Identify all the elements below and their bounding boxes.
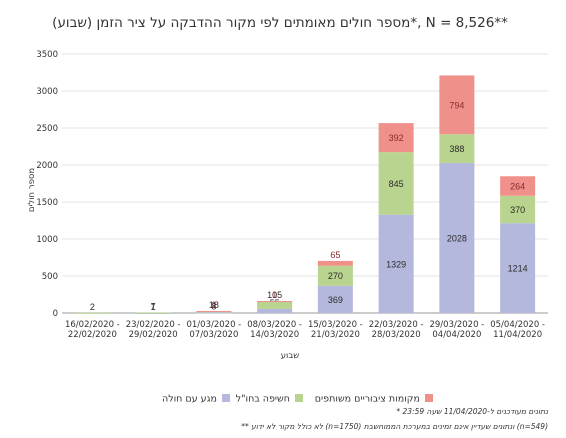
y-tick-label: 500 [42,272,58,282]
y-tick-label: 3500 [36,50,58,60]
legend-swatch [295,394,303,402]
legend-swatch [425,394,433,402]
gridlines [62,53,548,277]
x-tick-label: 04/04/2020 [432,330,481,340]
x-axis-label: שבוע [281,351,300,361]
x-tick-label: 23/02/2020 - [126,320,181,330]
data-label: 1329 [386,259,406,269]
bars: 2178181551051369270651329845392202838879… [74,75,536,314]
x-tick-label: 22/03/2020 - [369,320,424,330]
data-label: 8 [211,301,216,311]
bar-segment [257,308,293,313]
data-label: 2 [90,302,95,312]
y-axis-label: מספר חולים [27,168,37,212]
data-label: 1214 [508,264,528,274]
data-label: 388 [449,144,464,154]
data-label: 1 [151,302,156,312]
x-axis-ticks: 16/02/2020 -22/02/2020 23/02/2020 -29/02/… [65,320,545,340]
data-label: 7 [151,301,156,311]
bar-segment [378,152,414,215]
footnote: * נתונים מעודכנים ל-11/04/2020 שעה 23:59 [396,407,548,416]
legend-label: חשיפה בחו"ל [236,394,290,405]
legend-label: מקומות ציבוריים משותפים [315,394,420,405]
bar-segment [500,176,536,196]
bar-segment [500,195,536,224]
y-tick-label: 2000 [36,161,58,171]
bar-segment [135,312,171,314]
data-label: 369 [328,295,343,305]
footnotes: * נתונים מעודכנים ל-11/04/2020 שעה 23:59… [241,407,548,431]
bar-segment [74,312,110,314]
data-label: 845 [389,179,404,189]
y-tick-label: 2500 [36,124,58,134]
data-label: 392 [389,133,404,143]
bar-segment [378,123,414,153]
x-tick-label: 29/02/2020 [129,330,178,340]
x-tick-label: 28/03/2020 [372,330,421,340]
data-label: 1 [272,290,277,300]
bar-segment [439,162,475,313]
x-tick-label: 08/03/2020 - [247,320,302,330]
bar-segment [317,265,353,286]
data-label: 105 [267,290,282,300]
y-tick-label: 1000 [36,235,58,245]
bar-segment [135,312,171,314]
x-tick-label: 07/03/2020 [189,330,238,340]
bar-segment [439,75,475,135]
legend-swatch [222,394,230,402]
x-tick-label: 11/04/2020 [493,330,542,340]
legend: מגע עם חולה חשיפה בחו"ל מקומות ציבוריים מש… [162,394,433,405]
x-tick-label: 01/03/2020 - [186,320,241,330]
bar-segment [317,260,353,266]
bar-segment [378,214,414,313]
chart-title: מספר חולים מאומתים לפי מקור ההדבקה על צי… [52,15,508,31]
bar-segment [196,311,232,313]
data-label: 18 [209,300,219,310]
x-tick-label: 14/03/2020 [250,330,299,340]
y-axis-ticks: 0 500 1000 1500 2000 2500 3000 3500 [36,50,58,319]
bar-segment [500,223,536,313]
data-label: 370 [510,205,525,215]
bar-segment [257,301,293,309]
bar-segment [257,301,293,303]
y-tick-label: 3000 [36,87,58,97]
bar-segment [196,312,232,314]
y-tick-label: 0 [53,309,58,319]
x-tick-label: 22/02/2020 [68,330,117,340]
footnote: ** לא כולל מקור לא ידוע (n=1750) ונתונים… [241,422,548,431]
legend-label: מגע עם חולה [162,394,217,405]
y-tick-label: 1500 [36,198,58,208]
data-label: 270 [328,271,343,281]
data-label: 794 [449,100,464,110]
data-label: 1 [211,300,216,310]
x-tick-label: 15/03/2020 - [308,320,363,330]
data-label: 264 [510,182,525,192]
x-tick-label: 16/02/2020 - [65,320,120,330]
x-tick-label: 21/03/2020 [311,330,360,340]
bar-segment [317,285,353,313]
data-label: 65 [330,250,340,260]
x-tick-label: 05/04/2020 - [490,320,545,330]
bar-segment [439,134,475,163]
x-tick-label: 29/03/2020 - [429,320,484,330]
data-label: 2028 [447,233,467,243]
